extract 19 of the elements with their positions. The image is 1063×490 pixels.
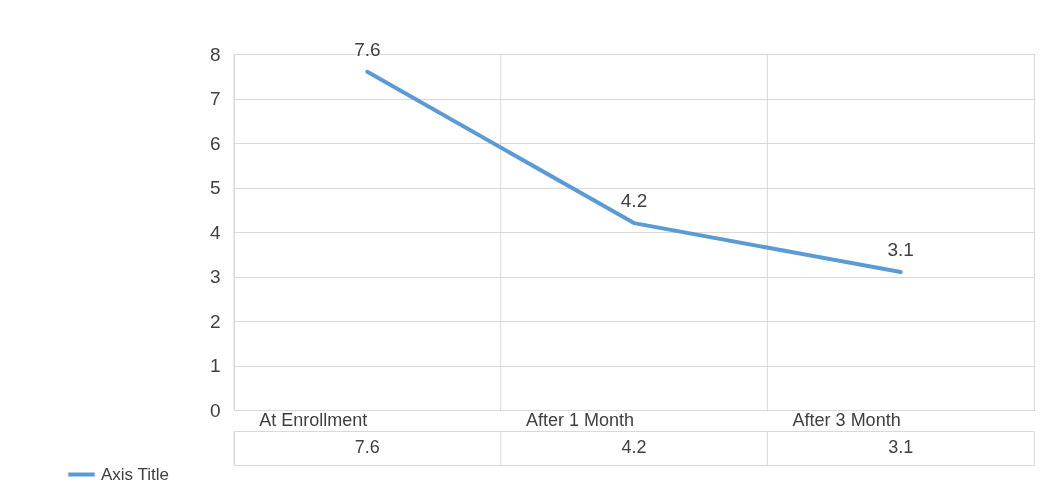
y-tick-label: 1 [209,355,221,376]
y-tick-label: 0 [209,399,221,421]
annotation: 3.1 [887,239,914,261]
y-tick-label: 5 [209,177,221,198]
y-tick-label: 3 [209,266,221,287]
y-tick-label: 2 [209,310,221,332]
y-tick-label: 4 [209,221,221,243]
legend-label: Axis Title [101,464,170,484]
annotation: 7.6 [354,38,381,60]
y-tick-label: 6 [209,132,221,154]
x-tick-label: After 3 Month [792,409,901,430]
y-tick-label: 8 [209,43,221,65]
data-label: 7.6 [354,437,380,457]
data-label: 4.2 [621,437,647,457]
x-tick-label: At Enrollment [259,409,368,430]
annotation: 4.2 [620,190,648,212]
data-label: 3.1 [888,437,914,457]
x-tick-label: After 1 Month [525,409,634,430]
y-tick-label: 7 [209,88,221,109]
